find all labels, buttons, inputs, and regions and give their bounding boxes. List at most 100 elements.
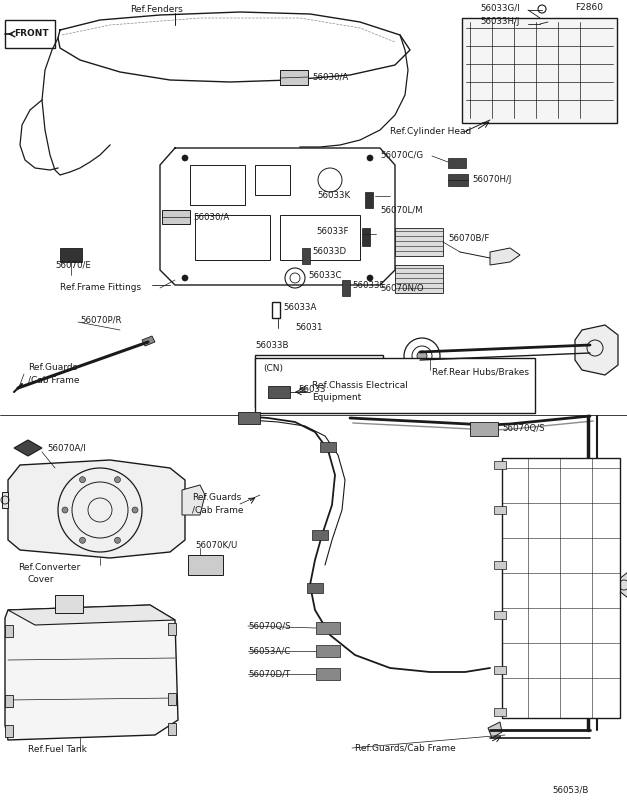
Circle shape bbox=[495, 95, 500, 101]
Text: Ref.Rear Hubs/Brakes: Ref.Rear Hubs/Brakes bbox=[432, 367, 529, 377]
Text: 56053/B: 56053/B bbox=[552, 786, 588, 794]
Polygon shape bbox=[490, 248, 520, 265]
Circle shape bbox=[539, 23, 544, 29]
Bar bbox=[188, 555, 223, 575]
Circle shape bbox=[582, 23, 587, 29]
Circle shape bbox=[561, 78, 566, 82]
Text: 56070B/F: 56070B/F bbox=[448, 234, 490, 242]
Text: Cover: Cover bbox=[28, 575, 55, 585]
Text: 56033H/J: 56033H/J bbox=[480, 18, 519, 26]
Text: 56033: 56033 bbox=[298, 385, 325, 394]
Circle shape bbox=[495, 78, 500, 82]
Circle shape bbox=[582, 78, 587, 82]
Circle shape bbox=[115, 477, 120, 482]
Bar bbox=[448, 158, 466, 168]
Circle shape bbox=[604, 23, 609, 29]
Bar bbox=[5, 725, 13, 737]
Text: /Cab Frame: /Cab Frame bbox=[192, 506, 243, 514]
Circle shape bbox=[561, 42, 566, 46]
Polygon shape bbox=[5, 605, 178, 740]
Polygon shape bbox=[8, 460, 185, 558]
Text: Ref.Fenders: Ref.Fenders bbox=[130, 6, 182, 14]
Circle shape bbox=[473, 114, 478, 118]
Text: Equipment: Equipment bbox=[312, 394, 361, 402]
Circle shape bbox=[182, 155, 188, 161]
Text: 56070C/G: 56070C/G bbox=[380, 150, 423, 159]
Circle shape bbox=[539, 114, 544, 118]
Bar bbox=[168, 723, 176, 735]
Bar bbox=[55, 595, 83, 613]
Text: 56070N/O: 56070N/O bbox=[380, 283, 424, 293]
Bar bbox=[168, 623, 176, 635]
Circle shape bbox=[495, 23, 500, 29]
Bar bbox=[316, 622, 340, 634]
Bar bbox=[320, 442, 336, 452]
Circle shape bbox=[115, 538, 120, 543]
Polygon shape bbox=[488, 722, 502, 738]
Circle shape bbox=[561, 114, 566, 118]
Bar bbox=[280, 70, 308, 85]
Circle shape bbox=[517, 78, 522, 82]
Circle shape bbox=[582, 42, 587, 46]
Bar bbox=[502, 458, 620, 718]
Bar bbox=[162, 210, 190, 224]
Bar bbox=[494, 561, 506, 569]
Circle shape bbox=[517, 95, 522, 101]
Circle shape bbox=[604, 42, 609, 46]
Circle shape bbox=[132, 507, 138, 513]
Circle shape bbox=[604, 114, 609, 118]
Circle shape bbox=[604, 59, 609, 65]
Text: 56033A: 56033A bbox=[283, 303, 317, 313]
Circle shape bbox=[561, 59, 566, 65]
Text: 56070L/M: 56070L/M bbox=[380, 206, 423, 214]
Circle shape bbox=[582, 95, 587, 101]
Bar bbox=[280, 215, 360, 260]
Bar bbox=[255, 165, 290, 195]
Circle shape bbox=[473, 78, 478, 82]
Bar bbox=[395, 228, 443, 256]
Bar bbox=[494, 611, 506, 619]
Circle shape bbox=[539, 95, 544, 101]
Text: Ref.Cylinder Head: Ref.Cylinder Head bbox=[390, 127, 472, 137]
Text: Ref.Guards: Ref.Guards bbox=[28, 363, 77, 373]
Circle shape bbox=[473, 23, 478, 29]
Bar bbox=[268, 386, 290, 398]
Text: 56031: 56031 bbox=[295, 323, 322, 333]
Text: 56070Q/S: 56070Q/S bbox=[502, 425, 545, 434]
Bar bbox=[462, 18, 617, 123]
Text: 56070H/J: 56070H/J bbox=[472, 175, 512, 185]
Polygon shape bbox=[2, 492, 8, 508]
Circle shape bbox=[517, 42, 522, 46]
Text: 56033K: 56033K bbox=[317, 190, 350, 199]
Bar bbox=[195, 215, 270, 260]
Bar bbox=[307, 583, 323, 593]
Circle shape bbox=[80, 477, 85, 482]
Bar bbox=[238, 412, 260, 424]
Text: 56033G/I: 56033G/I bbox=[480, 3, 520, 13]
Circle shape bbox=[495, 59, 500, 65]
Bar bbox=[395, 265, 443, 293]
Bar bbox=[5, 625, 13, 637]
Bar bbox=[302, 248, 310, 264]
Polygon shape bbox=[182, 485, 205, 515]
Circle shape bbox=[495, 42, 500, 46]
Text: 56033C: 56033C bbox=[308, 270, 342, 279]
Circle shape bbox=[62, 507, 68, 513]
Circle shape bbox=[473, 59, 478, 65]
Text: 56033B: 56033B bbox=[255, 341, 288, 350]
Polygon shape bbox=[8, 605, 175, 625]
Circle shape bbox=[473, 42, 478, 46]
Circle shape bbox=[517, 59, 522, 65]
Circle shape bbox=[582, 114, 587, 118]
Text: F2860: F2860 bbox=[575, 3, 603, 13]
Circle shape bbox=[367, 155, 373, 161]
Text: 56070/E: 56070/E bbox=[55, 261, 91, 270]
Text: FRONT: FRONT bbox=[14, 30, 49, 38]
Bar bbox=[255, 358, 535, 413]
Bar bbox=[362, 228, 370, 246]
Circle shape bbox=[604, 95, 609, 101]
Circle shape bbox=[539, 78, 544, 82]
Circle shape bbox=[539, 59, 544, 65]
Text: 56033F: 56033F bbox=[316, 227, 349, 237]
Text: 56053A/C: 56053A/C bbox=[248, 646, 290, 655]
